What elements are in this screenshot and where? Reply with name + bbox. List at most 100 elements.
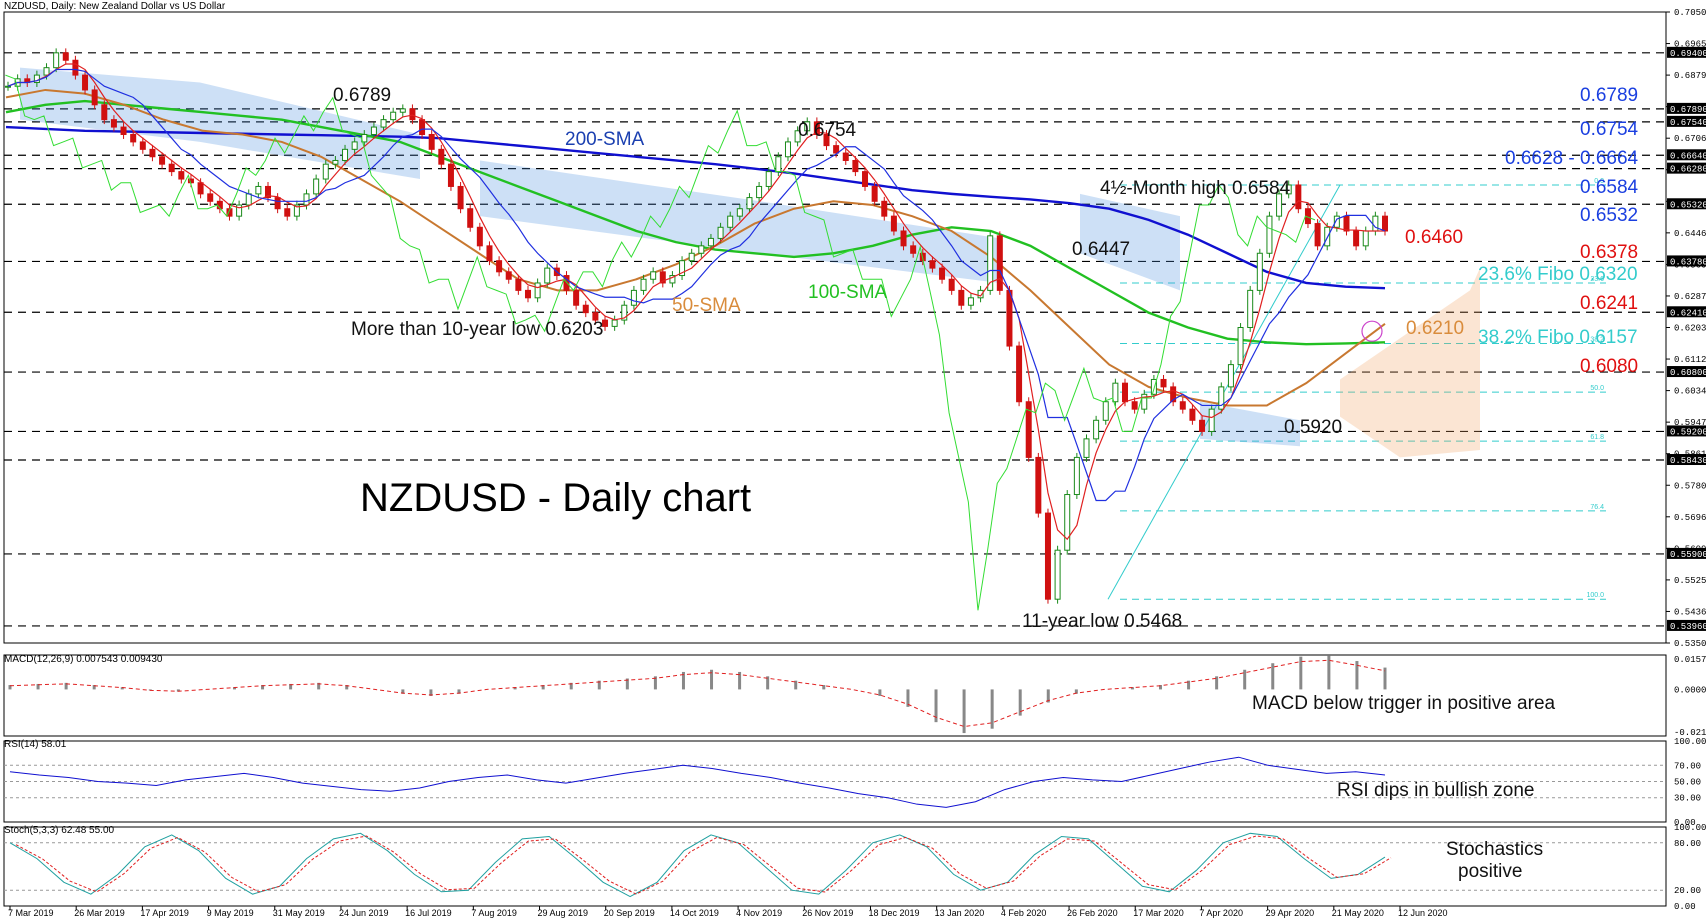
price-candle xyxy=(370,126,377,135)
price-candle xyxy=(1199,419,1206,432)
price-candle xyxy=(862,171,869,187)
price-candle xyxy=(823,133,830,147)
stoch-tick-label: 80.00 xyxy=(1674,839,1701,849)
price-candle xyxy=(1314,223,1321,247)
level-label-box xyxy=(1667,366,1706,378)
price-candle xyxy=(505,271,512,280)
price-candle xyxy=(524,289,531,299)
price-candle xyxy=(139,141,146,150)
price-candle xyxy=(457,185,464,210)
level-6080: 0.6080 xyxy=(1580,356,1639,377)
price-candle xyxy=(110,119,117,128)
price-candle xyxy=(1131,401,1138,410)
price-candle xyxy=(72,59,79,76)
level-label-box xyxy=(1667,46,1706,58)
level-6789: 0.6789 xyxy=(1580,85,1639,106)
x-tick-label: 16 Jul 2019 xyxy=(405,908,452,918)
price-candle xyxy=(332,159,339,165)
stoch-tick-label: 100.00 xyxy=(1674,823,1706,833)
level-label-box xyxy=(1667,102,1706,114)
price-candle xyxy=(43,67,50,76)
price-panel: 0.0 23.6 38.2 50.0 61.8 76.4 100.0 xyxy=(3,11,1667,907)
price-candle xyxy=(101,104,108,121)
price-candle xyxy=(650,271,657,280)
price-candle xyxy=(351,141,358,150)
level-6754: 0.6754 xyxy=(1580,119,1639,140)
price-candle xyxy=(399,108,406,113)
chikou-line xyxy=(5,74,1316,611)
price-candle xyxy=(736,208,743,217)
price-candle xyxy=(226,208,233,217)
price-candle xyxy=(91,89,98,106)
x-tick-label: 7 Aug 2019 xyxy=(471,908,517,918)
price-candle xyxy=(1083,438,1090,458)
price-candle xyxy=(197,182,204,195)
stoch-label: Stoch(5,3,3) 62.48 55.00 xyxy=(4,825,115,836)
price-candle xyxy=(794,130,801,143)
level-label: 0.60800 xyxy=(1670,368,1706,378)
stoch-d-line xyxy=(15,835,1392,895)
price-candle xyxy=(958,289,965,306)
price-candle xyxy=(727,215,734,228)
x-tick-label: 26 Feb 2020 xyxy=(1067,908,1118,918)
price-candle xyxy=(1189,408,1196,421)
price-candle xyxy=(293,204,300,217)
ichimoku-cloud xyxy=(1340,268,1480,458)
price-candle xyxy=(496,260,503,273)
label-50-sma: 50-SMA xyxy=(672,295,741,316)
price-candle xyxy=(1333,215,1340,228)
fibo-tag: 100.0 xyxy=(1586,592,1604,599)
price-candle xyxy=(438,148,445,165)
level-fibo-236: 23.6% Fibo 0.6320 xyxy=(1478,264,1638,285)
price-candle xyxy=(698,245,705,254)
price-candle xyxy=(813,121,820,135)
price-candle xyxy=(1150,378,1157,395)
level-fibo-382: 38.2% Fibo 0.6157 xyxy=(1478,327,1638,348)
rsi-panel: 100.00 70.00 50.00 30.00 0.00 xyxy=(4,737,1706,828)
price-candle xyxy=(939,267,946,280)
x-tick-label: 4 Feb 2020 xyxy=(1001,908,1047,918)
price-candle xyxy=(881,200,888,217)
price-candle xyxy=(640,278,647,291)
price-candle xyxy=(717,226,724,239)
stoch-tick-label: 20.00 xyxy=(1674,886,1701,896)
price-candle xyxy=(544,267,551,284)
stoch-note-1: Stochastics xyxy=(1446,839,1544,860)
level-6460: 0.6460 xyxy=(1405,227,1464,248)
price-candle xyxy=(833,145,840,154)
price-candle xyxy=(775,156,782,173)
price-candle xyxy=(1276,193,1283,217)
price-candle xyxy=(602,319,609,327)
kijun-line xyxy=(7,68,1386,502)
price-candle xyxy=(948,278,955,291)
stoch-k-line xyxy=(9,832,1386,898)
level-label: 0.58430 xyxy=(1670,456,1706,466)
price-candle xyxy=(1227,364,1234,388)
macd-note: MACD below trigger in positive area xyxy=(1252,693,1556,714)
price-candle xyxy=(1093,419,1100,440)
price-candle xyxy=(130,133,137,143)
fibo-tag: 76.4 xyxy=(1590,504,1604,511)
price-candle xyxy=(1247,289,1254,328)
price-candle xyxy=(1064,494,1071,551)
level-label: 0.67540 xyxy=(1670,118,1706,128)
price-candle xyxy=(784,141,791,158)
price-candle xyxy=(1218,386,1225,410)
ichimoku-cloud xyxy=(20,67,420,180)
rsi-note: RSI dips in bullish zone xyxy=(1337,780,1535,801)
price-candle xyxy=(322,163,329,180)
price-candle xyxy=(1102,401,1109,421)
fibo-tag: 61.8 xyxy=(1590,434,1604,441)
x-tick-label: 9 May 2019 xyxy=(207,908,254,918)
price-candle xyxy=(303,193,310,206)
price-candle xyxy=(255,185,262,195)
y-axis: 0.705000.696500.687900.679250.670600.661… xyxy=(1666,8,1706,649)
level-label: 0.63780 xyxy=(1670,257,1706,267)
price-candle xyxy=(284,208,291,217)
rsi-tick-label: 100.00 xyxy=(1674,737,1706,747)
